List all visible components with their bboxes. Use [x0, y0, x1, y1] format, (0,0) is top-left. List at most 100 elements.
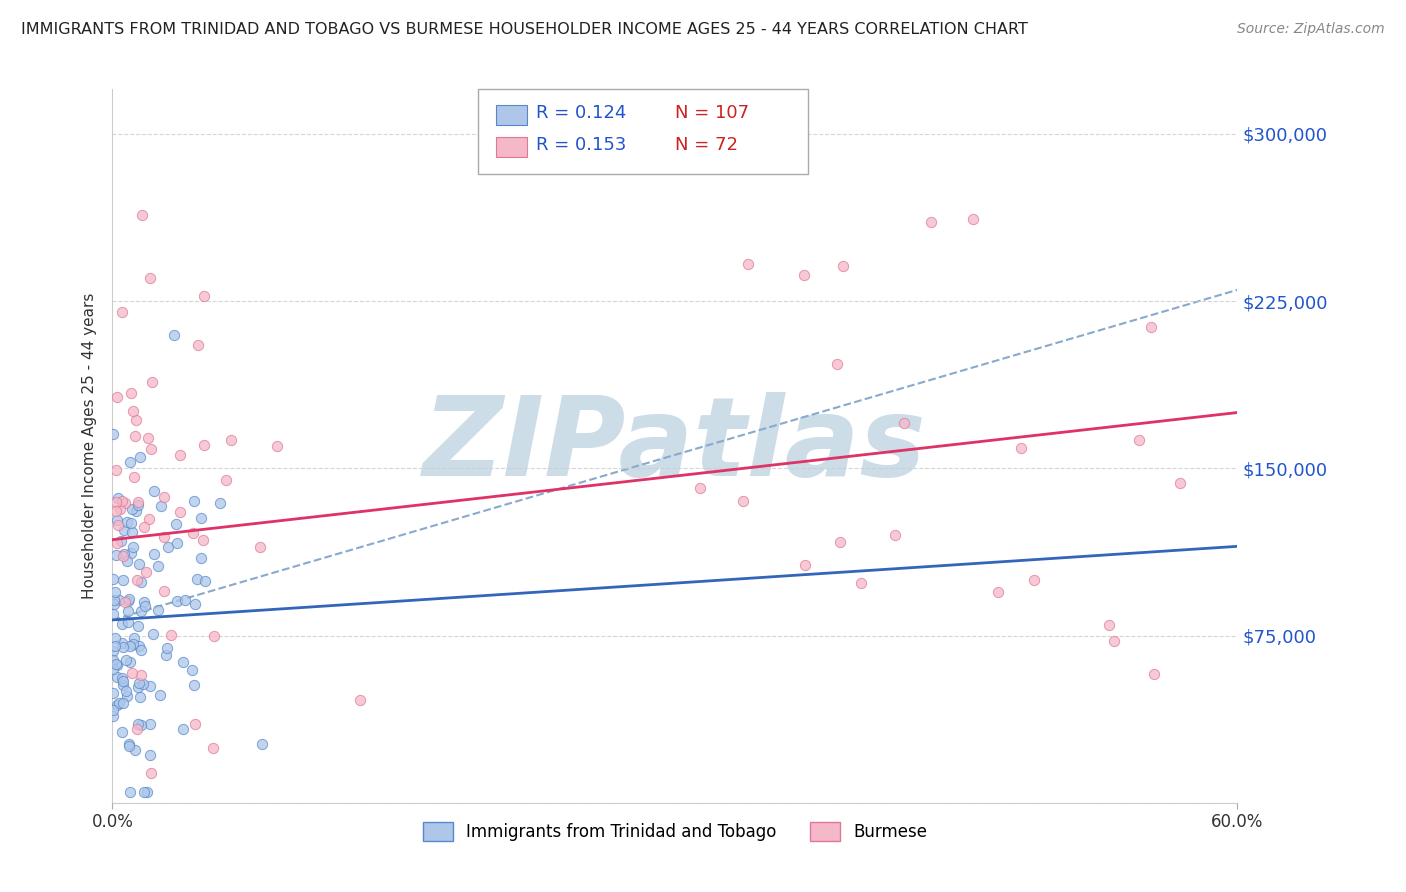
Text: N = 72: N = 72 — [675, 136, 738, 154]
Point — [252, 737, 274, 751]
Point — [184, 716, 207, 731]
Point — [115, 683, 138, 698]
Point — [118, 591, 141, 606]
Point — [159, 628, 181, 642]
Point — [107, 513, 129, 527]
Point — [103, 653, 125, 667]
Point — [689, 481, 711, 495]
Point — [120, 656, 142, 670]
Point — [105, 536, 128, 550]
Point — [962, 211, 984, 226]
Point — [112, 573, 135, 587]
Point — [104, 657, 127, 671]
Point — [153, 584, 176, 599]
Point — [987, 584, 1010, 599]
Point — [110, 533, 132, 548]
Point — [190, 551, 212, 566]
Point — [112, 523, 135, 537]
Point — [120, 385, 142, 400]
Point — [111, 678, 134, 692]
Point — [105, 504, 128, 518]
Point — [142, 626, 165, 640]
Point — [266, 439, 288, 453]
Point — [104, 585, 127, 599]
Point — [138, 512, 160, 526]
Point — [146, 603, 169, 617]
Point — [129, 575, 152, 590]
Point — [893, 417, 915, 431]
Point — [103, 686, 125, 700]
Point — [135, 785, 157, 799]
Point — [157, 540, 180, 554]
Point — [131, 208, 153, 222]
Point — [127, 498, 149, 512]
Point — [125, 503, 148, 517]
Point — [1170, 476, 1192, 491]
Point — [122, 632, 145, 646]
Point — [111, 674, 134, 689]
Point — [138, 431, 160, 445]
Point — [115, 689, 138, 703]
Point — [181, 663, 204, 677]
Point — [122, 404, 145, 418]
Point — [193, 289, 215, 303]
Point — [121, 501, 143, 516]
Point — [115, 515, 138, 529]
Point — [141, 375, 163, 389]
Point — [830, 534, 852, 549]
Point — [142, 547, 165, 561]
Point — [138, 748, 160, 763]
Point — [1143, 666, 1166, 681]
Point — [131, 642, 153, 657]
Point — [169, 505, 191, 519]
Point — [208, 495, 231, 509]
Point — [120, 546, 142, 560]
Point — [174, 593, 197, 607]
Point — [125, 573, 148, 587]
Point — [152, 491, 174, 505]
Point — [249, 540, 271, 554]
Point — [124, 743, 146, 757]
Point — [1010, 441, 1032, 455]
Point — [148, 559, 170, 574]
Point — [117, 594, 139, 608]
Point — [737, 257, 759, 271]
Point — [127, 681, 149, 695]
Point — [105, 698, 128, 713]
Point — [103, 573, 125, 587]
Point — [1102, 633, 1125, 648]
Y-axis label: Householder Income Ages 25 - 44 years: Householder Income Ages 25 - 44 years — [82, 293, 97, 599]
Point — [156, 641, 179, 656]
Point — [121, 666, 143, 681]
Point — [129, 718, 152, 732]
Point — [104, 632, 127, 646]
Point — [138, 271, 160, 285]
Legend: Immigrants from Trinidad and Tobago, Burmese: Immigrants from Trinidad and Tobago, Bur… — [416, 815, 934, 848]
Point — [127, 618, 149, 632]
Point — [849, 575, 872, 590]
Point — [118, 639, 141, 653]
Point — [105, 670, 128, 684]
Point — [107, 518, 129, 533]
Point — [172, 722, 194, 736]
Point — [131, 604, 153, 618]
Point — [128, 675, 150, 690]
Point — [117, 615, 139, 629]
Point — [110, 725, 132, 739]
Point — [122, 637, 145, 651]
Point — [194, 574, 217, 589]
Point — [733, 493, 755, 508]
Point — [132, 595, 155, 609]
Point — [124, 412, 146, 426]
Point — [132, 677, 155, 691]
Point — [103, 639, 125, 653]
Point — [187, 338, 209, 352]
Point — [138, 679, 160, 693]
Point — [105, 657, 128, 672]
Point — [129, 690, 152, 704]
Point — [1128, 433, 1150, 447]
Point — [120, 516, 142, 531]
Point — [825, 357, 848, 371]
Point — [1022, 573, 1045, 587]
Point — [125, 722, 148, 736]
